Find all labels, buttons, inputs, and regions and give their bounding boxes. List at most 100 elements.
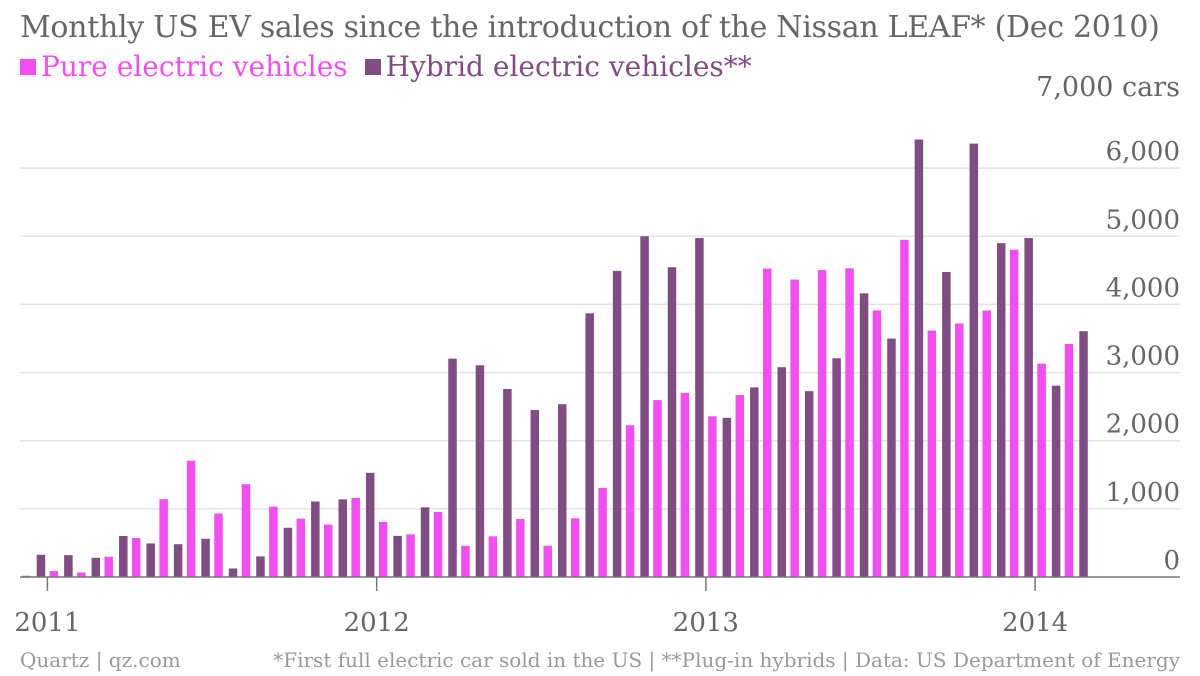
bar-pure-ev bbox=[900, 239, 909, 577]
bar-pure-ev bbox=[927, 330, 937, 577]
bar-pure-ev bbox=[735, 395, 745, 577]
bar-hybrid-ev bbox=[1024, 237, 1033, 578]
bar-hybrid-ev bbox=[256, 556, 265, 577]
bar-pure-ev bbox=[324, 524, 333, 577]
bar-pure-ev bbox=[159, 499, 168, 577]
bar-hybrid-ev bbox=[558, 404, 567, 577]
bar-hybrid-ev bbox=[448, 358, 457, 577]
bar-pure-ev bbox=[982, 310, 991, 577]
bar-pure-ev bbox=[351, 497, 360, 577]
y-tick-label: 4,000 bbox=[1106, 273, 1180, 303]
bar-pure-ev bbox=[461, 545, 470, 577]
bar-pure-ev bbox=[104, 556, 114, 577]
bar-hybrid-ev bbox=[750, 387, 759, 577]
y-tick-label: 2,000 bbox=[1106, 410, 1180, 440]
y-axis: 0 1,000 2,000 3,000 4,000 5,000 6,000 bbox=[1106, 137, 1180, 576]
bar-pure-ev bbox=[653, 400, 662, 577]
bar-pure-ev bbox=[214, 513, 223, 577]
bars bbox=[22, 139, 1088, 578]
bar-pure-ev bbox=[269, 506, 278, 577]
bar-pure-ev bbox=[296, 518, 306, 577]
y-tick-label: 5,000 bbox=[1106, 205, 1180, 235]
x-tick-label: 2014 bbox=[1002, 608, 1068, 638]
bar-pure-ev bbox=[762, 268, 772, 577]
bar-pure-ev bbox=[516, 519, 525, 577]
bar-pure-ev bbox=[131, 537, 141, 577]
bar-pure-ev bbox=[625, 425, 635, 577]
bar-pure-ev bbox=[680, 392, 690, 577]
bar-hybrid-ev bbox=[1079, 331, 1088, 577]
chart-title: Monthly US EV sales since the introducti… bbox=[20, 10, 1160, 45]
bar-pure-ev bbox=[708, 416, 717, 577]
bar-pure-ev bbox=[406, 534, 415, 577]
bar-pure-ev bbox=[433, 511, 443, 577]
bar-hybrid-ev bbox=[969, 143, 979, 578]
legend-swatch-pure-ev bbox=[20, 59, 36, 75]
bar-hybrid-ev bbox=[942, 271, 951, 577]
bar-hybrid-ev bbox=[914, 139, 924, 577]
bar-hybrid-ev bbox=[1051, 385, 1061, 577]
bar-pure-ev bbox=[845, 268, 854, 577]
bar-hybrid-ev bbox=[530, 409, 540, 577]
bar-hybrid-ev bbox=[283, 527, 293, 577]
bar-pure-ev bbox=[378, 521, 388, 577]
bar-pure-ev bbox=[790, 279, 799, 577]
bar-hybrid-ev bbox=[612, 270, 622, 577]
bar-hybrid-ev bbox=[64, 555, 73, 577]
bar-hybrid-ev bbox=[640, 236, 649, 578]
bar-pure-ev bbox=[49, 571, 59, 577]
bar-hybrid-ev bbox=[393, 535, 402, 577]
bar-hybrid-ev bbox=[722, 417, 732, 577]
bar-hybrid-ev bbox=[777, 367, 786, 577]
bar-hybrid-ev bbox=[503, 388, 512, 577]
legend: Pure electric vehicles Hybrid electric v… bbox=[20, 50, 760, 83]
bar-hybrid-ev bbox=[475, 365, 485, 577]
bar-pure-ev bbox=[488, 536, 498, 577]
legend-label-pure-ev: Pure electric vehicles bbox=[41, 50, 348, 83]
bar-hybrid-ev bbox=[365, 472, 375, 577]
legend-label-hybrid-ev: Hybrid electric vehicles** bbox=[385, 50, 752, 83]
bar-pure-ev bbox=[817, 270, 827, 577]
bar-hybrid-ev bbox=[420, 507, 430, 577]
bar-hybrid-ev bbox=[201, 538, 210, 577]
bar-hybrid-ev bbox=[832, 358, 841, 577]
legend-item-pure-ev: Pure electric vehicles bbox=[20, 50, 348, 83]
bar-hybrid-ev bbox=[311, 501, 320, 577]
bar-hybrid-ev bbox=[119, 535, 128, 577]
x-tick-label: 2013 bbox=[673, 608, 739, 638]
bar-hybrid-ev bbox=[996, 243, 1006, 578]
bar-pure-ev bbox=[598, 487, 607, 577]
y-tick-label: 1,000 bbox=[1106, 478, 1180, 508]
bar-pure-ev bbox=[570, 518, 580, 577]
bar-hybrid-ev bbox=[804, 391, 814, 577]
footnote: *First full electric car sold in the US … bbox=[273, 648, 1180, 672]
bar-hybrid-ev bbox=[338, 499, 348, 577]
x-tick-label: 2011 bbox=[14, 608, 80, 638]
bar-pure-ev bbox=[543, 545, 552, 577]
y-tick-label: 6,000 bbox=[1106, 137, 1180, 167]
source-credit: Quartz | qz.com bbox=[20, 648, 181, 672]
bar-hybrid-ev bbox=[146, 543, 155, 577]
bar-pure-ev bbox=[872, 310, 882, 577]
bar-hybrid-ev bbox=[173, 544, 183, 577]
bar-hybrid-ev bbox=[91, 557, 101, 577]
gridlines bbox=[20, 167, 1180, 510]
bar-pure-ev bbox=[186, 460, 196, 577]
bar-pure-ev bbox=[1064, 343, 1074, 577]
bar-hybrid-ev bbox=[859, 293, 869, 577]
bar-hybrid-ev bbox=[887, 338, 896, 577]
bar-pure-ev bbox=[1009, 249, 1019, 577]
bar-pure-ev bbox=[955, 323, 964, 577]
x-axis: 2011 2012 2013 2014 bbox=[14, 576, 1180, 638]
bar-pure-ev bbox=[1037, 363, 1046, 577]
y-tick-label: 0 bbox=[1163, 546, 1180, 576]
bar-hybrid-ev bbox=[36, 554, 46, 577]
legend-item-hybrid-ev: Hybrid electric vehicles** bbox=[364, 50, 752, 83]
y-tick-label: 3,000 bbox=[1106, 342, 1180, 372]
y-unit-label: 7,000 cars bbox=[1036, 72, 1180, 103]
x-tick-label: 2012 bbox=[344, 608, 410, 638]
bar-hybrid-ev bbox=[695, 238, 704, 577]
legend-swatch-hybrid-ev bbox=[364, 59, 381, 75]
bar-pure-ev bbox=[77, 572, 86, 577]
